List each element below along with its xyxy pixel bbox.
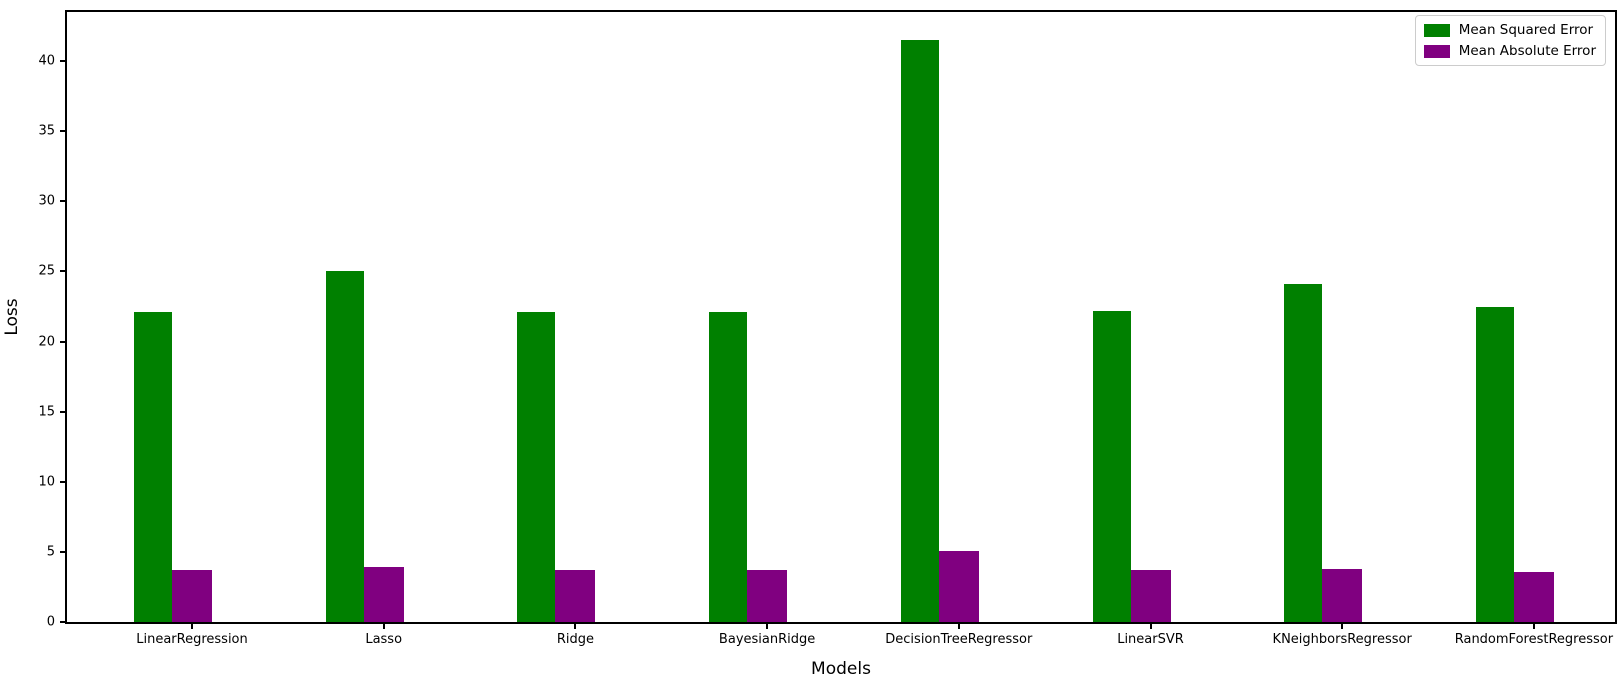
legend-item-mse: Mean Squared Error (1423, 22, 1596, 38)
legend-item-mae: Mean Absolute Error (1423, 43, 1596, 60)
y-tick-mark (60, 270, 65, 273)
y-tick-label: 35 (38, 123, 55, 139)
bar-mse-RandomForestRegressor (1475, 306, 1514, 622)
bar-mse-LinearSVR (1092, 310, 1131, 622)
bar-mae-RandomForestRegressor (1513, 571, 1554, 622)
y-tick-mark (60, 621, 65, 623)
x-tick-label-LinearRegression: LinearRegression (136, 632, 248, 647)
y-tick-label: 30 (38, 193, 55, 209)
x-tick-label-RandomForestRegressor: RandomForestRegressor (1454, 632, 1614, 647)
legend: Mean Squared Error Mean Absolute Error (1414, 15, 1606, 67)
legend-label-mse: Mean Squared Error (1458, 22, 1594, 38)
x-tick-label-BayesianRidge: BayesianRidge (718, 632, 816, 647)
y-tick-label: 20 (38, 334, 55, 350)
x-tick-mark (957, 624, 960, 629)
x-tick-label-DecisionTreeRegressor: DecisionTreeRegressor (885, 632, 1033, 647)
bar-mse-LinearRegression (134, 312, 172, 622)
bar-mse-Lasso (325, 271, 364, 622)
y-tick-mark (60, 550, 65, 553)
bar-mae-BayesianRidge (747, 570, 788, 622)
bar-mae-DecisionTreeRegressor (938, 551, 979, 622)
x-tick-mark (382, 624, 385, 629)
bar-mae-Lasso (363, 566, 404, 622)
legend-label-mae: Mean Absolute Error (1458, 43, 1596, 60)
x-tick-mark (1532, 624, 1535, 629)
bar-mae-LinearRegression (172, 570, 212, 622)
y-tick-mark (60, 130, 65, 133)
y-axis-label: Loss (2, 298, 22, 336)
y-tick-label: 0 (46, 614, 55, 630)
y-tick-label: 15 (38, 404, 55, 420)
bar-mae-Ridge (555, 570, 596, 622)
bar-mae-LinearSVR (1130, 570, 1171, 622)
bar-mse-Ridge (517, 312, 556, 622)
y-tick-label: 25 (38, 263, 55, 279)
y-tick-label: 5 (46, 544, 55, 560)
x-tick-mark (766, 624, 769, 629)
x-tick-label-Ridge: Ridge (556, 632, 594, 647)
x-tick-mark (574, 624, 577, 629)
y-tick-mark (60, 480, 65, 483)
x-tick-mark (1341, 624, 1344, 629)
y-tick-label: 10 (38, 474, 55, 490)
bar-mse-DecisionTreeRegressor (900, 40, 939, 622)
y-tick-mark (60, 200, 65, 203)
y-tick-mark (60, 60, 65, 63)
bar-mse-KNeighborsRegressor (1284, 284, 1323, 622)
bar-mse-BayesianRidge (709, 312, 748, 622)
x-tick-mark (1149, 624, 1152, 629)
legend-swatch-mae (1423, 44, 1450, 58)
x-tick-label-KNeighborsRegressor: KNeighborsRegressor (1272, 632, 1412, 647)
y-tick-label: 40 (38, 53, 55, 69)
x-tick-mark (191, 624, 193, 629)
legend-swatch-mse (1423, 23, 1450, 37)
x-tick-label-LinearSVR: LinearSVR (1117, 632, 1184, 647)
bar-mae-KNeighborsRegressor (1322, 568, 1363, 622)
plot-area: Mean Squared Error Mean Absolute Error 0… (38, 10, 1617, 646)
y-tick-mark (60, 340, 65, 343)
y-tick-mark (60, 410, 65, 413)
x-axis-label: Models (811, 659, 871, 679)
x-tick-label-Lasso: Lasso (365, 632, 403, 647)
